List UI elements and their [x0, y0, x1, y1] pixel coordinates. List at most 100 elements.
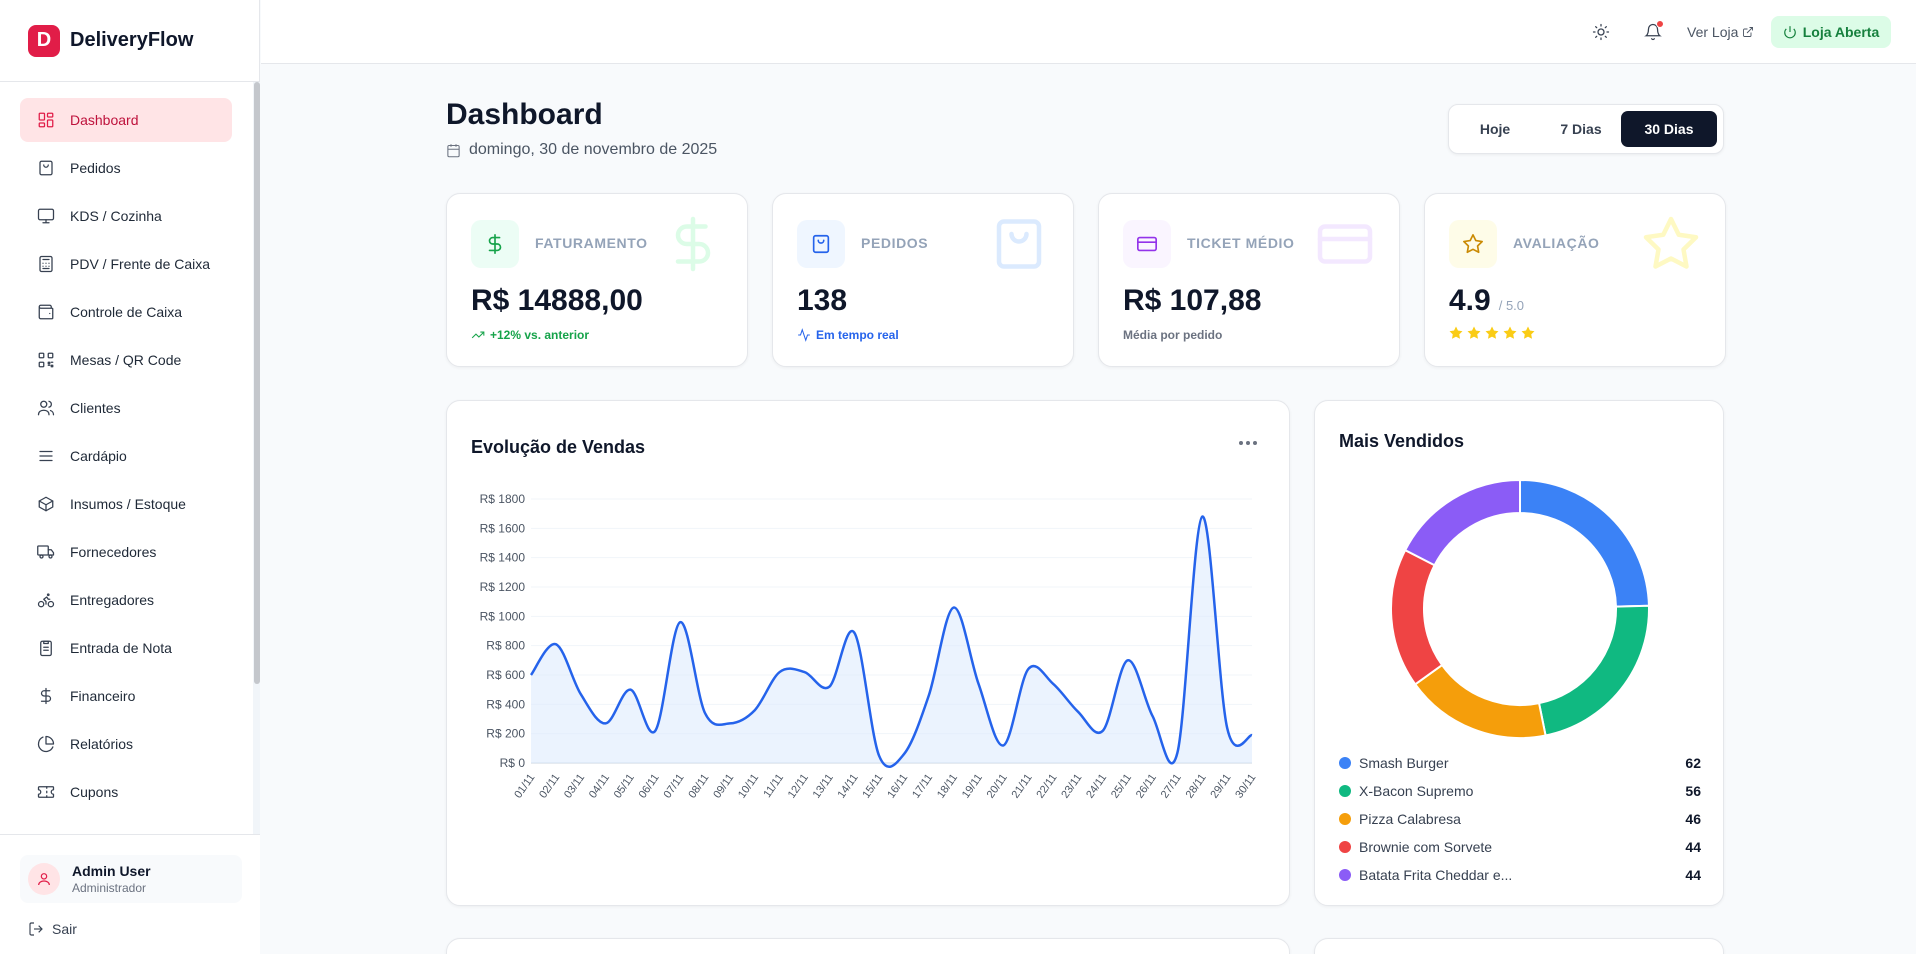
sidebar-item-financeiro[interactable]: Financeiro	[20, 674, 232, 718]
sidebar-item-relat-rios[interactable]: Relatórios	[20, 722, 232, 766]
bag-watermark-icon	[987, 212, 1051, 276]
sidebar-item-label: Entrada de Nota	[70, 640, 172, 656]
sidebar-item-entrada-de-nota[interactable]: Entrada de Nota	[20, 626, 232, 670]
sales-point[interactable]	[1171, 747, 1183, 759]
donut-slice[interactable]	[1403, 478, 1521, 567]
sales-point[interactable]	[823, 681, 835, 693]
legend-value: 46	[1685, 811, 1701, 827]
x-tick-label: 03/11	[562, 772, 587, 801]
sidebar-item-insumos-estoque[interactable]: Insumos / Estoque	[20, 482, 232, 526]
donut-slice[interactable]	[1519, 478, 1650, 608]
sales-point[interactable]	[1022, 663, 1034, 675]
user-name: Admin User	[72, 863, 151, 879]
sales-point[interactable]	[798, 666, 810, 678]
donut-slice[interactable]	[1413, 663, 1547, 739]
y-tick-label: R$ 0	[500, 756, 526, 770]
sidebar-scrollbar[interactable]	[253, 82, 260, 834]
legend-name: Smash Burger	[1359, 755, 1449, 771]
sales-point[interactable]	[575, 688, 587, 700]
sales-point[interactable]	[948, 602, 960, 614]
x-tick-label: 15/11	[860, 772, 885, 801]
sales-point[interactable]	[699, 707, 711, 719]
legend-value: 62	[1685, 755, 1701, 771]
brand[interactable]: D DeliveryFlow	[0, 0, 259, 82]
rating-star-icon	[1485, 326, 1499, 339]
sales-point[interactable]	[1147, 710, 1159, 722]
sidebar-item-cupons[interactable]: Cupons	[20, 770, 232, 814]
sidebar-item-label: Pedidos	[70, 160, 121, 176]
sidebar-item-entregadores[interactable]: Entregadores	[20, 578, 232, 622]
sidebar-item-dashboard[interactable]: Dashboard	[20, 98, 232, 142]
legend-value: 44	[1685, 839, 1701, 855]
avatar	[28, 863, 60, 895]
sales-point[interactable]	[997, 739, 1009, 751]
sidebar-item-mesas-qr-code[interactable]: Mesas / QR Code	[20, 338, 232, 382]
top-sellers-donut	[1390, 478, 1650, 739]
sidebar-item-clientes[interactable]: Clientes	[20, 386, 232, 430]
x-tick-label: 23/11	[1059, 772, 1084, 801]
ver-loja-link[interactable]: Ver Loja	[1687, 24, 1754, 40]
sales-point[interactable]	[600, 717, 612, 729]
legend-item: Pizza Calabresa 46	[1339, 805, 1701, 833]
sales-point[interactable]	[1221, 722, 1233, 734]
sales-point[interactable]	[1097, 725, 1109, 737]
sales-point[interactable]	[1246, 729, 1258, 741]
legend-item: Batata Frita Cheddar e... 44	[1339, 861, 1701, 889]
sidebar-item-card-pio[interactable]: Cardápio	[20, 434, 232, 478]
sales-point[interactable]	[898, 748, 910, 760]
period-30days-button[interactable]: 30 Dias	[1621, 111, 1717, 147]
x-tick-label: 14/11	[836, 772, 861, 801]
shopping-bag-icon	[36, 158, 56, 178]
sidebar-item-controle-de-caixa[interactable]: Controle de Caixa	[20, 290, 232, 334]
period-selector: Hoje 7 Dias 30 Dias	[1448, 104, 1724, 154]
sales-point[interactable]	[1072, 706, 1084, 718]
sales-point[interactable]	[973, 678, 985, 690]
legend-dot	[1339, 813, 1351, 825]
store-status-button[interactable]: Loja Aberta	[1771, 16, 1891, 48]
sales-point[interactable]	[873, 750, 885, 762]
donut-slice[interactable]	[1537, 604, 1650, 737]
sales-point[interactable]	[749, 704, 761, 716]
y-tick-label: R$ 400	[486, 697, 525, 711]
sidebar-item-label: Insumos / Estoque	[70, 496, 186, 512]
y-tick-label: R$ 1000	[480, 609, 526, 623]
period-today-button[interactable]: Hoje	[1479, 121, 1511, 137]
sales-point[interactable]	[1196, 511, 1208, 523]
sidebar-item-label: Clientes	[70, 400, 121, 416]
sales-point[interactable]	[774, 666, 786, 678]
top-sellers-legend: Smash Burger 62 X-Bacon Supremo 56 Pizza Cal…	[1339, 749, 1701, 889]
more-options-button[interactable]	[1239, 441, 1257, 445]
sidebar-item-kds-cozinha[interactable]: KDS / Cozinha	[20, 194, 232, 238]
sidebar-scroll-thumb[interactable]	[254, 82, 260, 684]
logout-button[interactable]: Sair	[28, 921, 77, 937]
star-watermark-icon	[1639, 212, 1703, 276]
period-7days-button[interactable]: 7 Dias	[1560, 121, 1602, 137]
x-tick-label: 18/11	[935, 772, 960, 801]
donut-slice[interactable]	[1390, 548, 1444, 686]
sidebar-item-pedidos[interactable]: Pedidos	[20, 146, 232, 190]
user-card[interactable]: Admin User Administrador	[20, 855, 242, 903]
sales-point[interactable]	[923, 690, 935, 702]
stat-card-pedidos: PEDIDOS 138 Em tempo real	[772, 193, 1074, 367]
sales-point[interactable]	[674, 616, 686, 628]
sales-point[interactable]	[525, 669, 537, 681]
user-role: Administrador	[72, 881, 147, 895]
sidebar-item-pdv-frente-de-caixa[interactable]: PDV / Frente de Caixa	[20, 242, 232, 286]
sidebar-item-label: Dashboard	[70, 112, 139, 128]
legend-name: Brownie com Sorvete	[1359, 839, 1493, 855]
sales-point[interactable]	[550, 638, 562, 650]
topbar: Ver Loja Loja Aberta	[261, 0, 1916, 64]
notifications-button[interactable]	[1641, 20, 1665, 44]
sales-point[interactable]	[624, 684, 636, 696]
sales-point[interactable]	[848, 626, 860, 638]
x-tick-label: 06/11	[637, 772, 662, 801]
rating-star-icon	[1521, 326, 1535, 339]
sales-point[interactable]	[1122, 654, 1134, 666]
legend-item: X-Bacon Supremo 56	[1339, 777, 1701, 805]
ticket-icon-box	[1123, 220, 1171, 268]
sidebar-item-fornecedores[interactable]: Fornecedores	[20, 530, 232, 574]
theme-toggle-button[interactable]	[1589, 20, 1613, 44]
sales-point[interactable]	[724, 717, 736, 729]
sales-point[interactable]	[649, 725, 661, 737]
sales-point[interactable]	[1047, 678, 1059, 690]
